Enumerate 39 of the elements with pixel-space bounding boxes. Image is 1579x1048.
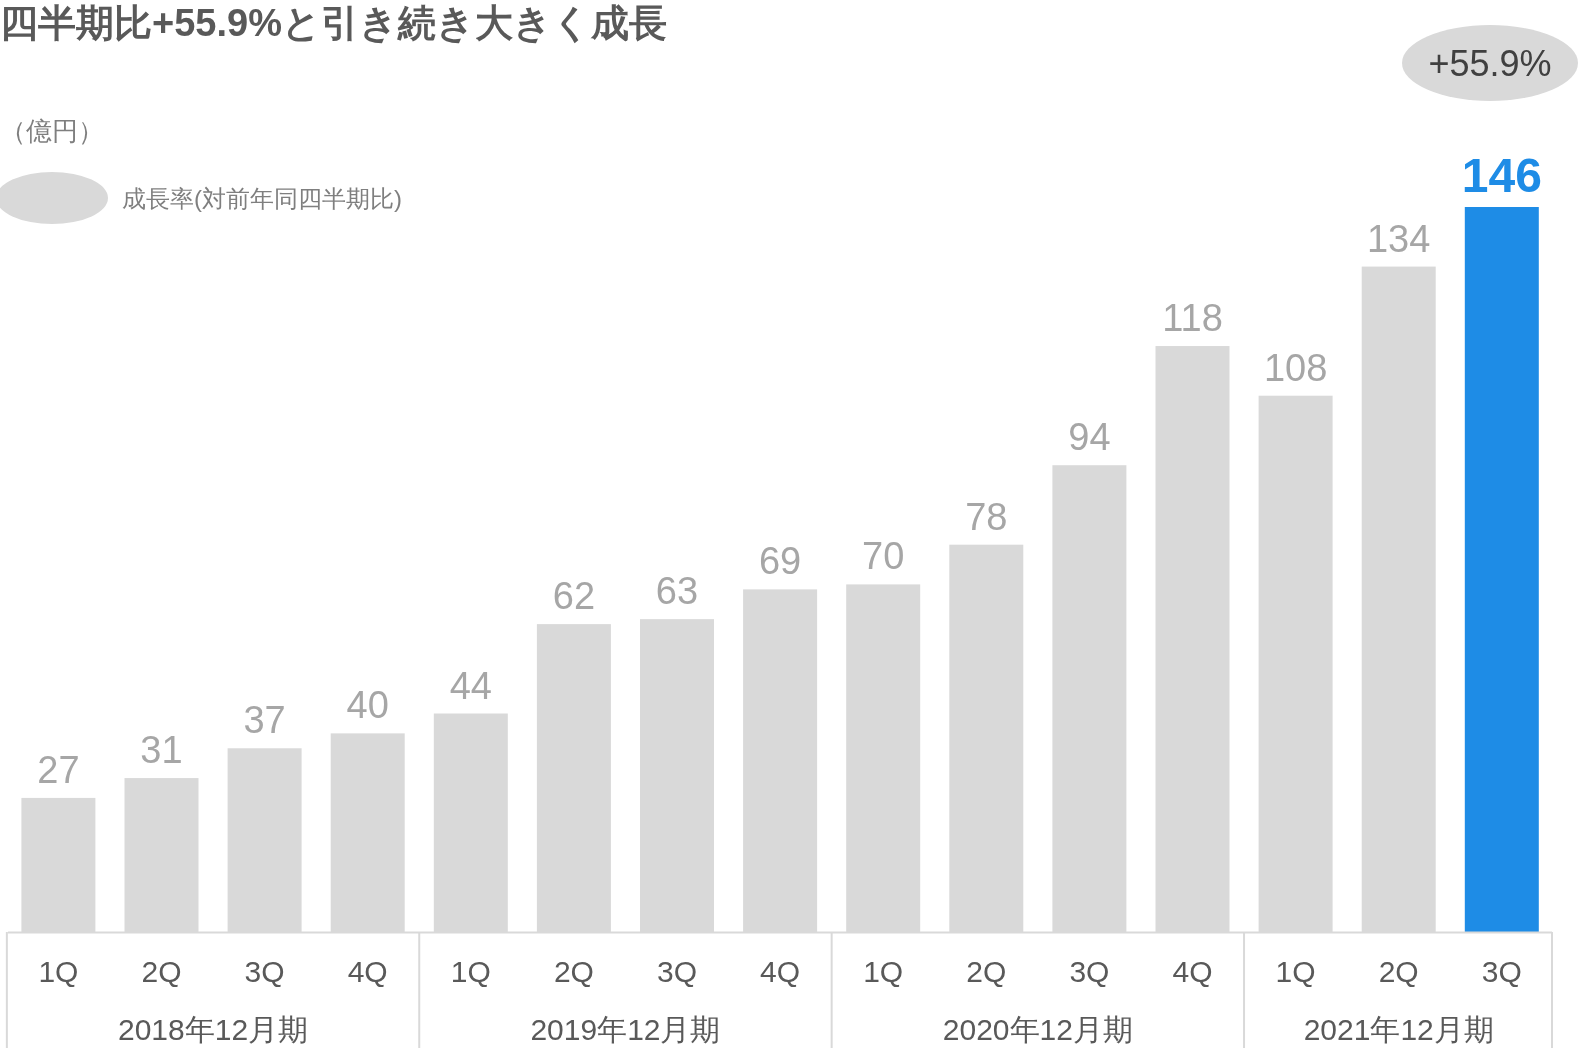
x-tick-label: 2Q [141,955,182,988]
data-label: 63 [655,570,699,613]
text: 2021年12月期 [1303,1013,1494,1046]
x-tick-label: 3Q [1481,955,1522,988]
data-label: 134 [1367,217,1431,260]
text: +55.9% [1428,43,1552,84]
chart-title: 四半期比+55.9%と引き続き大きく成長 [0,2,667,44]
x-tick-label: 1Q [863,955,904,988]
text: 2019年12月期 [530,1013,721,1046]
data-label: 70 [862,535,905,578]
x-tick-label: 3Q [1069,955,1110,988]
data-label: 44 [449,664,492,707]
data-label: 27 [37,748,80,791]
bar [1464,207,1539,932]
data-label: 118 [1162,297,1223,340]
annotation: 成長率(対前年同四半期比) [122,185,402,212]
x-tick-label: 3Q [244,955,285,988]
data-label: 37 [243,699,286,742]
x-tick-label: 2Q [966,955,1007,988]
x-tick-label: 4Q [760,955,801,988]
data-label: 62 [552,575,596,618]
x-tick-label: 4Q [1172,955,1213,988]
text: 2018年12月期 [118,1013,309,1046]
x-tick-label: 4Q [347,955,388,988]
x-tick-label: 1Q [38,955,79,988]
text: 2020年12月期 [942,1013,1133,1046]
data-label: 108 [1263,346,1328,389]
data-label: 146 [1461,149,1542,202]
x-tick-label: 2Q [1378,955,1419,988]
x-tick-label: 3Q [656,955,698,988]
data-label: 94 [1068,416,1111,459]
y-axis-title: （億円） [0,116,104,146]
x-tick-label: 1Q [450,955,491,988]
data-label: 40 [346,684,389,727]
x-tick-label: 1Q [1275,955,1316,988]
x-tick-label: 2Q [553,955,594,988]
data-label: 78 [965,495,1008,538]
data-label: 69 [758,540,802,583]
data-label: 31 [140,729,183,772]
